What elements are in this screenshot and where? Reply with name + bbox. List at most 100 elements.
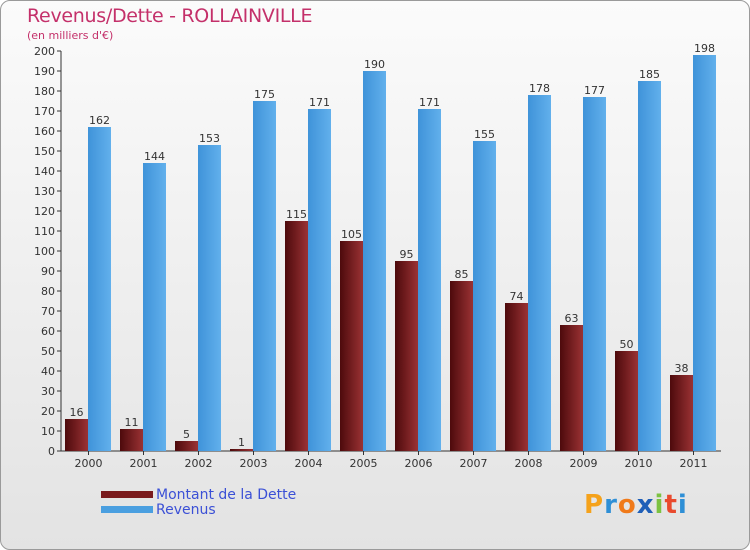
bars — [65, 55, 716, 451]
y-tick-label: 150 — [34, 145, 55, 158]
data-label: 144 — [144, 150, 165, 163]
logo-letter: x — [636, 490, 655, 520]
data-label: 171 — [309, 96, 330, 109]
data-label: 74 — [510, 290, 524, 303]
legend-swatch-dette — [101, 491, 153, 498]
bar-dette — [505, 303, 528, 451]
data-label: 95 — [400, 248, 414, 261]
y-tick-label: 0 — [48, 445, 55, 458]
y-tick-label: 20 — [41, 405, 55, 418]
data-label: 153 — [199, 132, 220, 145]
logo-letter: i — [677, 490, 688, 520]
y-tick-label: 140 — [34, 165, 55, 178]
y-tick-label: 190 — [34, 65, 55, 78]
bar-revenus — [363, 71, 386, 451]
logo-letter: i — [654, 490, 665, 520]
y-tick-label: 160 — [34, 125, 55, 138]
bar-dette — [615, 351, 638, 451]
legend-label-revenus: Revenus — [156, 501, 216, 518]
data-label: 115 — [286, 208, 307, 221]
y-tick-label: 60 — [41, 325, 55, 338]
chart-title: Revenus/Dette - ROLLAINVILLE — [27, 5, 313, 27]
data-label: 190 — [364, 58, 385, 71]
y-tick-label: 170 — [34, 105, 55, 118]
bar-revenus — [143, 163, 166, 451]
x-tick-label: 2003 — [240, 457, 268, 470]
bar-dette — [120, 429, 143, 451]
proxiti-logo: Proxiti — [584, 490, 688, 520]
y-tick-label: 30 — [41, 385, 55, 398]
logo-letter: t — [664, 490, 678, 520]
legend-swatch-revenus — [101, 506, 153, 513]
logo-letter: P — [584, 490, 605, 520]
bar-dette — [340, 241, 363, 451]
y-tick-label: 80 — [41, 285, 55, 298]
data-label: 175 — [254, 88, 275, 101]
legend: Montant de la Dette Revenus — [101, 486, 297, 518]
y-tick-label: 100 — [34, 245, 55, 258]
x-tick-label: 2002 — [185, 457, 213, 470]
x-tick-label: 2008 — [515, 457, 543, 470]
y-tick-label: 90 — [41, 265, 55, 278]
bar-dette — [285, 221, 308, 451]
x-tick-label: 2009 — [570, 457, 598, 470]
bar-revenus — [418, 109, 441, 451]
bar-revenus — [638, 81, 661, 451]
data-label: 38 — [675, 362, 689, 375]
bar-revenus — [198, 145, 221, 451]
bar-revenus — [88, 127, 111, 451]
data-label: 177 — [584, 84, 605, 97]
legend-label-dette: Montant de la Dette — [156, 486, 297, 503]
data-label: 155 — [474, 128, 495, 141]
data-label: 178 — [529, 82, 550, 95]
y-tick-label: 40 — [41, 365, 55, 378]
x-tick-label: 2000 — [75, 457, 103, 470]
bar-dette — [175, 441, 198, 451]
axes: 0102030405060708090100110120130140150160… — [34, 45, 721, 470]
bar-revenus — [253, 101, 276, 451]
y-tick-label: 110 — [34, 225, 55, 238]
x-tick-label: 2001 — [130, 457, 158, 470]
bar-revenus — [583, 97, 606, 451]
y-tick-label: 130 — [34, 185, 55, 198]
x-tick-label: 2007 — [460, 457, 488, 470]
bar-dette — [450, 281, 473, 451]
bar-dette — [395, 261, 418, 451]
x-tick-label: 2010 — [625, 457, 653, 470]
x-tick-label: 2004 — [295, 457, 323, 470]
bar-dette — [670, 375, 693, 451]
y-tick-label: 50 — [41, 345, 55, 358]
y-tick-label: 10 — [41, 425, 55, 438]
bar-dette — [560, 325, 583, 451]
legend-item-dette: Montant de la Dette — [101, 486, 297, 503]
data-label: 50 — [620, 338, 634, 351]
bar-revenus — [693, 55, 716, 451]
bar-revenus — [308, 109, 331, 451]
data-label: 105 — [341, 228, 362, 241]
y-tick-label: 120 — [34, 205, 55, 218]
bar-revenus — [528, 95, 551, 451]
data-label: 1 — [238, 436, 245, 449]
y-tick-label: 180 — [34, 85, 55, 98]
logo-letter: o — [617, 490, 637, 520]
bar-revenus — [473, 141, 496, 451]
data-label: 162 — [89, 114, 110, 127]
data-label: 185 — [639, 68, 660, 81]
bar-dette — [65, 419, 88, 451]
chart-subtitle: (en milliers d'€) — [27, 29, 114, 42]
data-label: 11 — [125, 416, 139, 429]
data-label: 16 — [70, 406, 84, 419]
data-label: 198 — [694, 42, 715, 55]
data-label: 171 — [419, 96, 440, 109]
legend-item-revenus: Revenus — [101, 501, 296, 518]
data-label: 63 — [565, 312, 579, 325]
x-tick-label: 2005 — [350, 457, 378, 470]
data-labels: 16 162 11 144 5 153 1 175 115 171 105 190 95 171 85 155… — [70, 42, 716, 449]
x-tick-label: 2006 — [405, 457, 433, 470]
y-tick-label: 200 — [34, 45, 55, 58]
x-tick-label: 2011 — [680, 457, 708, 470]
bar-dette — [230, 449, 253, 451]
y-tick-label: 70 — [41, 305, 55, 318]
